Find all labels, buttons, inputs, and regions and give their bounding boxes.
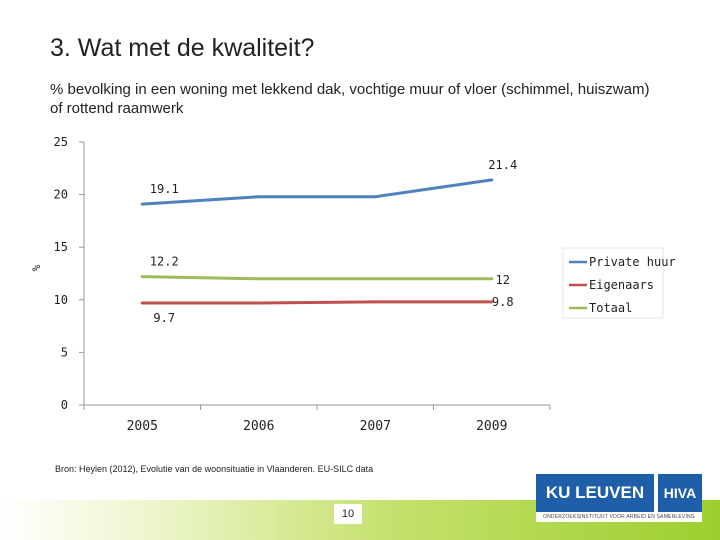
y-axis-label: % (30, 264, 43, 271)
data-point-s2-1 (257, 277, 261, 281)
data-label-4: 9.7 (153, 311, 175, 325)
series-line-2 (142, 275, 492, 281)
data-label-5: 9.8 (492, 295, 514, 309)
x-tick-label-3: 2009 (476, 419, 507, 434)
y-tick-label-2: 10 (54, 293, 68, 307)
data-point-s0-1 (257, 195, 261, 199)
data-point-s2-3 (490, 277, 494, 281)
y-tick-label-5: 25 (54, 135, 68, 149)
data-point-s0-0 (140, 202, 144, 206)
data-point-s0-2 (373, 195, 377, 199)
y-tick-label-1: 5 (61, 345, 68, 359)
data-point-s1-0 (140, 301, 144, 305)
y-tick-label-3: 15 (54, 240, 68, 254)
logo-subtext: ONDERZOEKSINSTITUUT VOOR ARBEID EN SAMEN… (543, 514, 695, 520)
y-tick-label-0: 0 (61, 398, 68, 412)
x-tick-label-0: 2005 (127, 419, 158, 434)
data-label-3: 12 (496, 273, 510, 287)
source-note: Bron: Heylen (2012), Evolutie van de woo… (55, 464, 374, 474)
ku-leuven-logo-text: KU LEUVEN (536, 474, 654, 512)
y-tick-label-4: 20 (54, 188, 68, 202)
data-label-2: 12.2 (150, 255, 179, 269)
data-point-s1-3 (490, 300, 494, 304)
data-label-0: 19.1 (150, 182, 179, 196)
slide-title: 3. Wat met de kwaliteit? (50, 34, 315, 62)
data-point-s1-1 (257, 301, 261, 305)
series-line-1 (142, 300, 492, 305)
x-tick-label-2: 2007 (360, 419, 391, 434)
hiva-logo-text: HIVA (658, 474, 702, 512)
data-point-s1-2 (373, 300, 377, 304)
legend-box (562, 247, 664, 319)
data-point-s0-3 (490, 178, 494, 182)
x-tick-label-1: 2006 (243, 419, 274, 434)
ku-leuven-hiva-logo: KU LEUVEN HIVA ONDERZOEKSINSTITUUT VOOR … (536, 474, 702, 522)
series-line-0 (142, 178, 492, 206)
legend-label-1: Eigenaars (589, 278, 654, 292)
line-chart: % 0 5 10 15 20 25 2005 2006 2007 2009 19.1 21.4 12.2… (30, 135, 676, 434)
data-label-1: 21.4 (488, 158, 517, 172)
slide-subtitle: % bevolking in een woning met lekkend da… (50, 81, 650, 117)
legend-label-0: Private huur (589, 255, 676, 269)
page-number: 10 (334, 504, 362, 524)
legend-label-2: Totaal (589, 301, 632, 315)
data-point-s2-2 (373, 277, 377, 281)
data-point-s2-0 (140, 275, 144, 279)
